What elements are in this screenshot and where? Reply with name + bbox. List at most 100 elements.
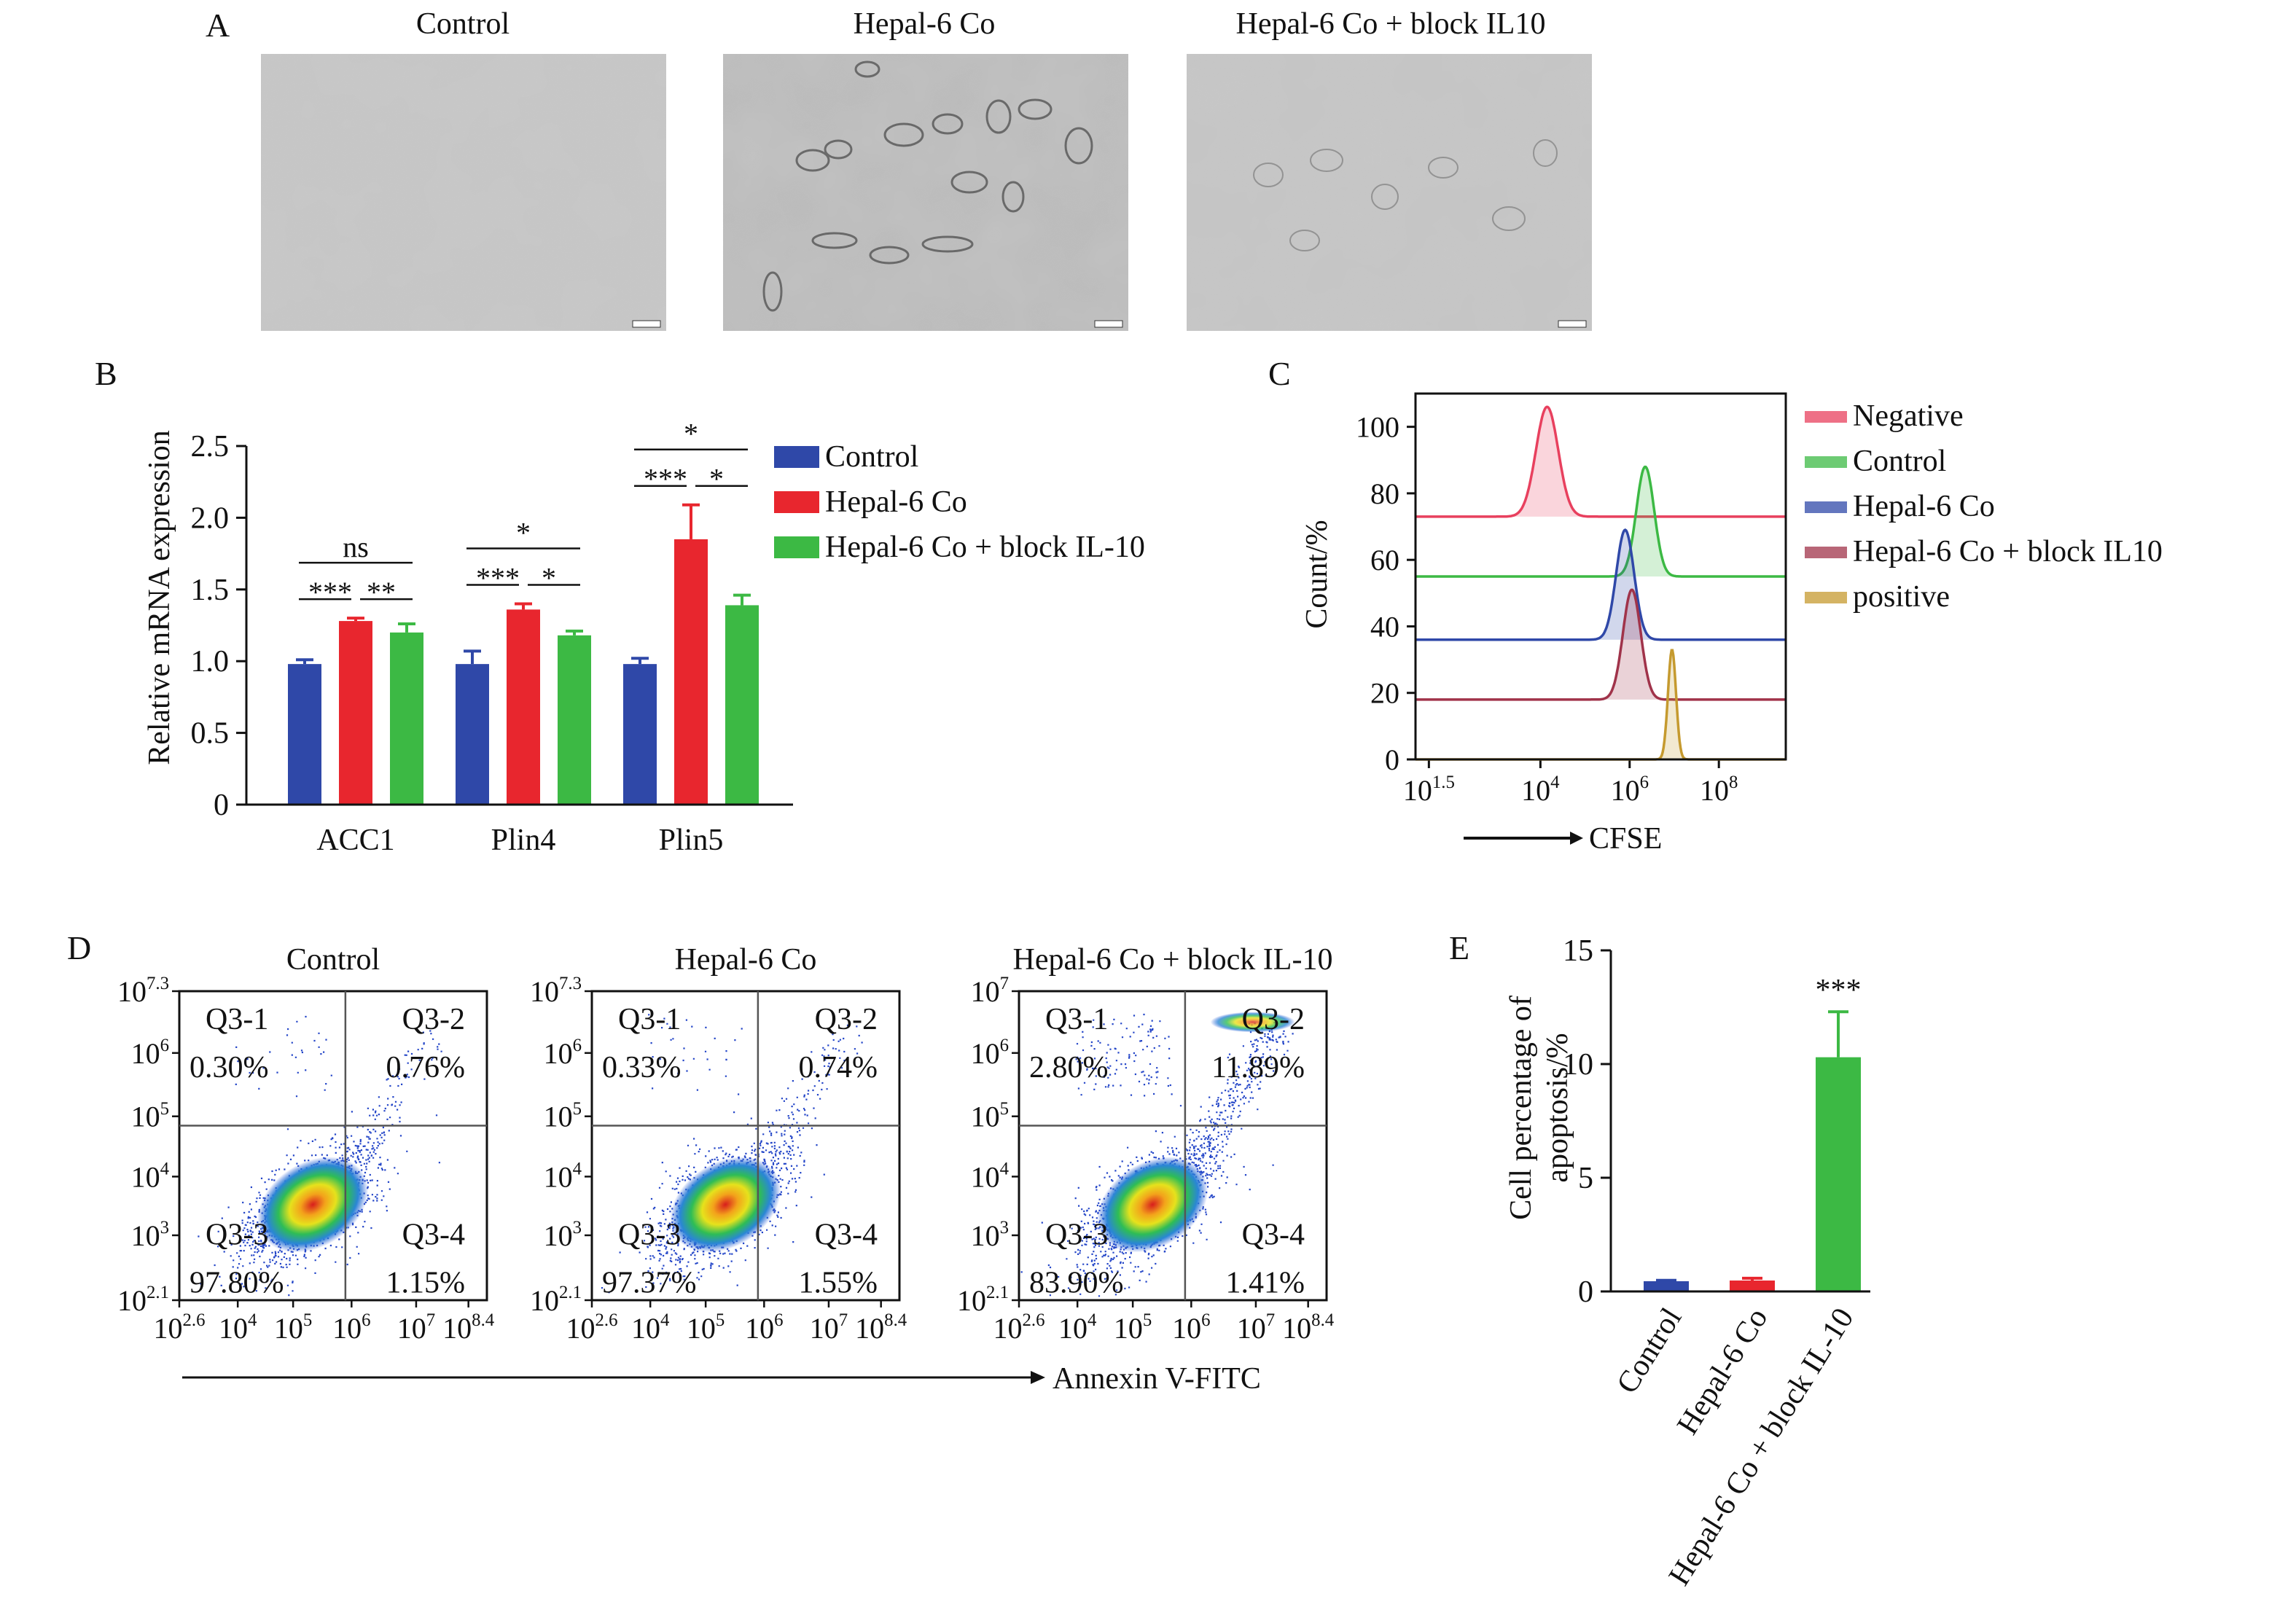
quadrant-name: Q3-4 [1242, 1219, 1305, 1252]
sig-label: ns [343, 531, 369, 563]
y-tick-label: 106 [131, 1036, 169, 1070]
bar [1816, 1057, 1861, 1291]
x-tick-label: 101.5 [1403, 773, 1455, 807]
panel-letter-b: B [95, 355, 117, 392]
histogram-fill [1655, 649, 1688, 759]
sig-label: * [684, 418, 698, 450]
legend-swatch [774, 491, 819, 513]
legend-label: Control [1853, 445, 1946, 478]
cfse-arrow-head [1570, 832, 1583, 845]
quadrant-name: Q3-4 [402, 1219, 465, 1252]
y-tick-label: 105 [131, 1099, 169, 1133]
bar [558, 635, 591, 805]
quadrant-name: Q3-4 [815, 1219, 878, 1252]
x-tick-label: 104 [219, 1310, 257, 1345]
panel-a: A Control Hepal-6 Co [206, 7, 1592, 331]
y-axis-label: Relative mRNA expression [143, 430, 176, 765]
micrograph-control: Control [261, 7, 666, 331]
legend-swatch [774, 446, 819, 468]
y-tick-label: 15 [1563, 934, 1593, 968]
histogram-fill [1609, 466, 1682, 576]
plot-frame [590, 990, 901, 1302]
scale-bar [632, 320, 661, 328]
y-tick-label: 0 [214, 789, 229, 822]
y-axis-label-line2: apoptosis/% [1541, 1033, 1574, 1182]
sig-label: *** [644, 463, 687, 496]
scatter-points [1020, 1012, 1295, 1297]
bar [339, 621, 372, 805]
plot-frame [1414, 392, 1787, 761]
bar [725, 605, 759, 805]
y-tick-label: 103 [971, 1218, 1009, 1252]
y-tick-label: 103 [544, 1218, 582, 1252]
quadrant-name: Q3-1 [618, 1003, 681, 1036]
x-tick-label: 106 [1172, 1310, 1210, 1345]
sig-label: *** [1816, 974, 1862, 1007]
plot-frame [1018, 990, 1328, 1302]
histogram-curve [1416, 528, 1786, 641]
x-tick-label: 105 [687, 1310, 725, 1345]
y-tick-label: 105 [971, 1099, 1009, 1133]
micrograph-block-il10: Hepal-6 Co + block IL10 [1187, 7, 1592, 331]
bar [1644, 1281, 1689, 1291]
sig-label: * [542, 561, 556, 594]
scatter-points [198, 1015, 442, 1297]
quadrant-value: 83.90% [1029, 1267, 1124, 1300]
x-axis-label: CFSE [1589, 822, 1662, 856]
legend-swatch [774, 536, 819, 558]
legend-label: positive [1853, 580, 1950, 614]
x-tick-label: 106 [1611, 773, 1649, 807]
histogram-curve [1416, 649, 1786, 761]
quadrant-name: Q3-3 [618, 1219, 681, 1252]
y-tick-label: 60 [1370, 544, 1399, 576]
legend-label: Hepal-6 Co [1853, 490, 1995, 523]
quadrant-name: Q3-1 [1045, 1003, 1108, 1036]
annexin-axis-label: Annexin V-FITC [1053, 1362, 1261, 1396]
legend-swatch [1805, 547, 1847, 558]
quadrant-name: Q3-2 [402, 1003, 465, 1036]
y-tick-label: 0 [1385, 743, 1399, 776]
bar [623, 664, 657, 805]
y-tick-label: 107 [971, 974, 1009, 1008]
panel-letter-e: E [1449, 929, 1469, 966]
x-tick-label: Plin5 [659, 824, 724, 857]
density-core [1097, 1157, 1208, 1253]
quadrant-value: 1.15% [386, 1267, 466, 1300]
quadrant-value: 0.30% [190, 1051, 269, 1084]
y-tick-label: 5 [1578, 1162, 1593, 1195]
quadrant-value: 0.33% [602, 1051, 682, 1084]
legend-swatch [1805, 411, 1847, 423]
y-tick-label: 105 [544, 1099, 582, 1133]
scale-bar [1558, 320, 1587, 328]
quadrant-name: Q3-1 [206, 1003, 268, 1036]
flow-plot: Hepal-6 Co Q3-1 0.33% Q3-2 0.74% Q3-3 97.37% Q3… [530, 943, 907, 1345]
quadrant-name: Q3-3 [206, 1219, 268, 1252]
annexin-arrow-head [1031, 1371, 1045, 1384]
quadrant-value: 0.74% [799, 1051, 878, 1084]
sig-label: *** [308, 576, 352, 609]
bar [288, 664, 321, 805]
panel-d: D Control Q3-1 0.30% Q3-2 0.76% Q3-3 97.80% Q3-… [67, 929, 1335, 1396]
x-tick-label: 108.4 [442, 1310, 495, 1345]
density-core [257, 1157, 369, 1253]
y-tick-label: 107.3 [117, 974, 169, 1008]
y-tick-label: 10 [1563, 1048, 1593, 1082]
legend-label: Hepal-6 Co + block IL10 [1853, 535, 2163, 568]
x-tick-label: Hepal-6 Co + block IL-10 [1663, 1302, 1861, 1592]
y-tick-label: 2.5 [191, 430, 230, 464]
plot-frame [178, 990, 488, 1302]
x-tick-label: 104 [1521, 773, 1560, 807]
quadrant-value: 97.80% [190, 1267, 284, 1300]
x-tick-label: 105 [1114, 1310, 1152, 1345]
histogram-curve [1416, 588, 1786, 701]
quadrant-value: 11.89% [1211, 1051, 1305, 1084]
y-tick-label: 106 [971, 1036, 1009, 1070]
x-tick-label: 102.6 [154, 1310, 206, 1345]
x-tick-label: 105 [274, 1310, 312, 1345]
x-tick-label: 107 [397, 1310, 435, 1345]
y-tick-label: 20 [1370, 677, 1399, 710]
legend-label: Control [825, 440, 918, 474]
quadrant-name: Q3-2 [1242, 1003, 1305, 1036]
x-tick-label: 107 [810, 1310, 848, 1345]
x-tick-label: Control [1610, 1302, 1688, 1399]
